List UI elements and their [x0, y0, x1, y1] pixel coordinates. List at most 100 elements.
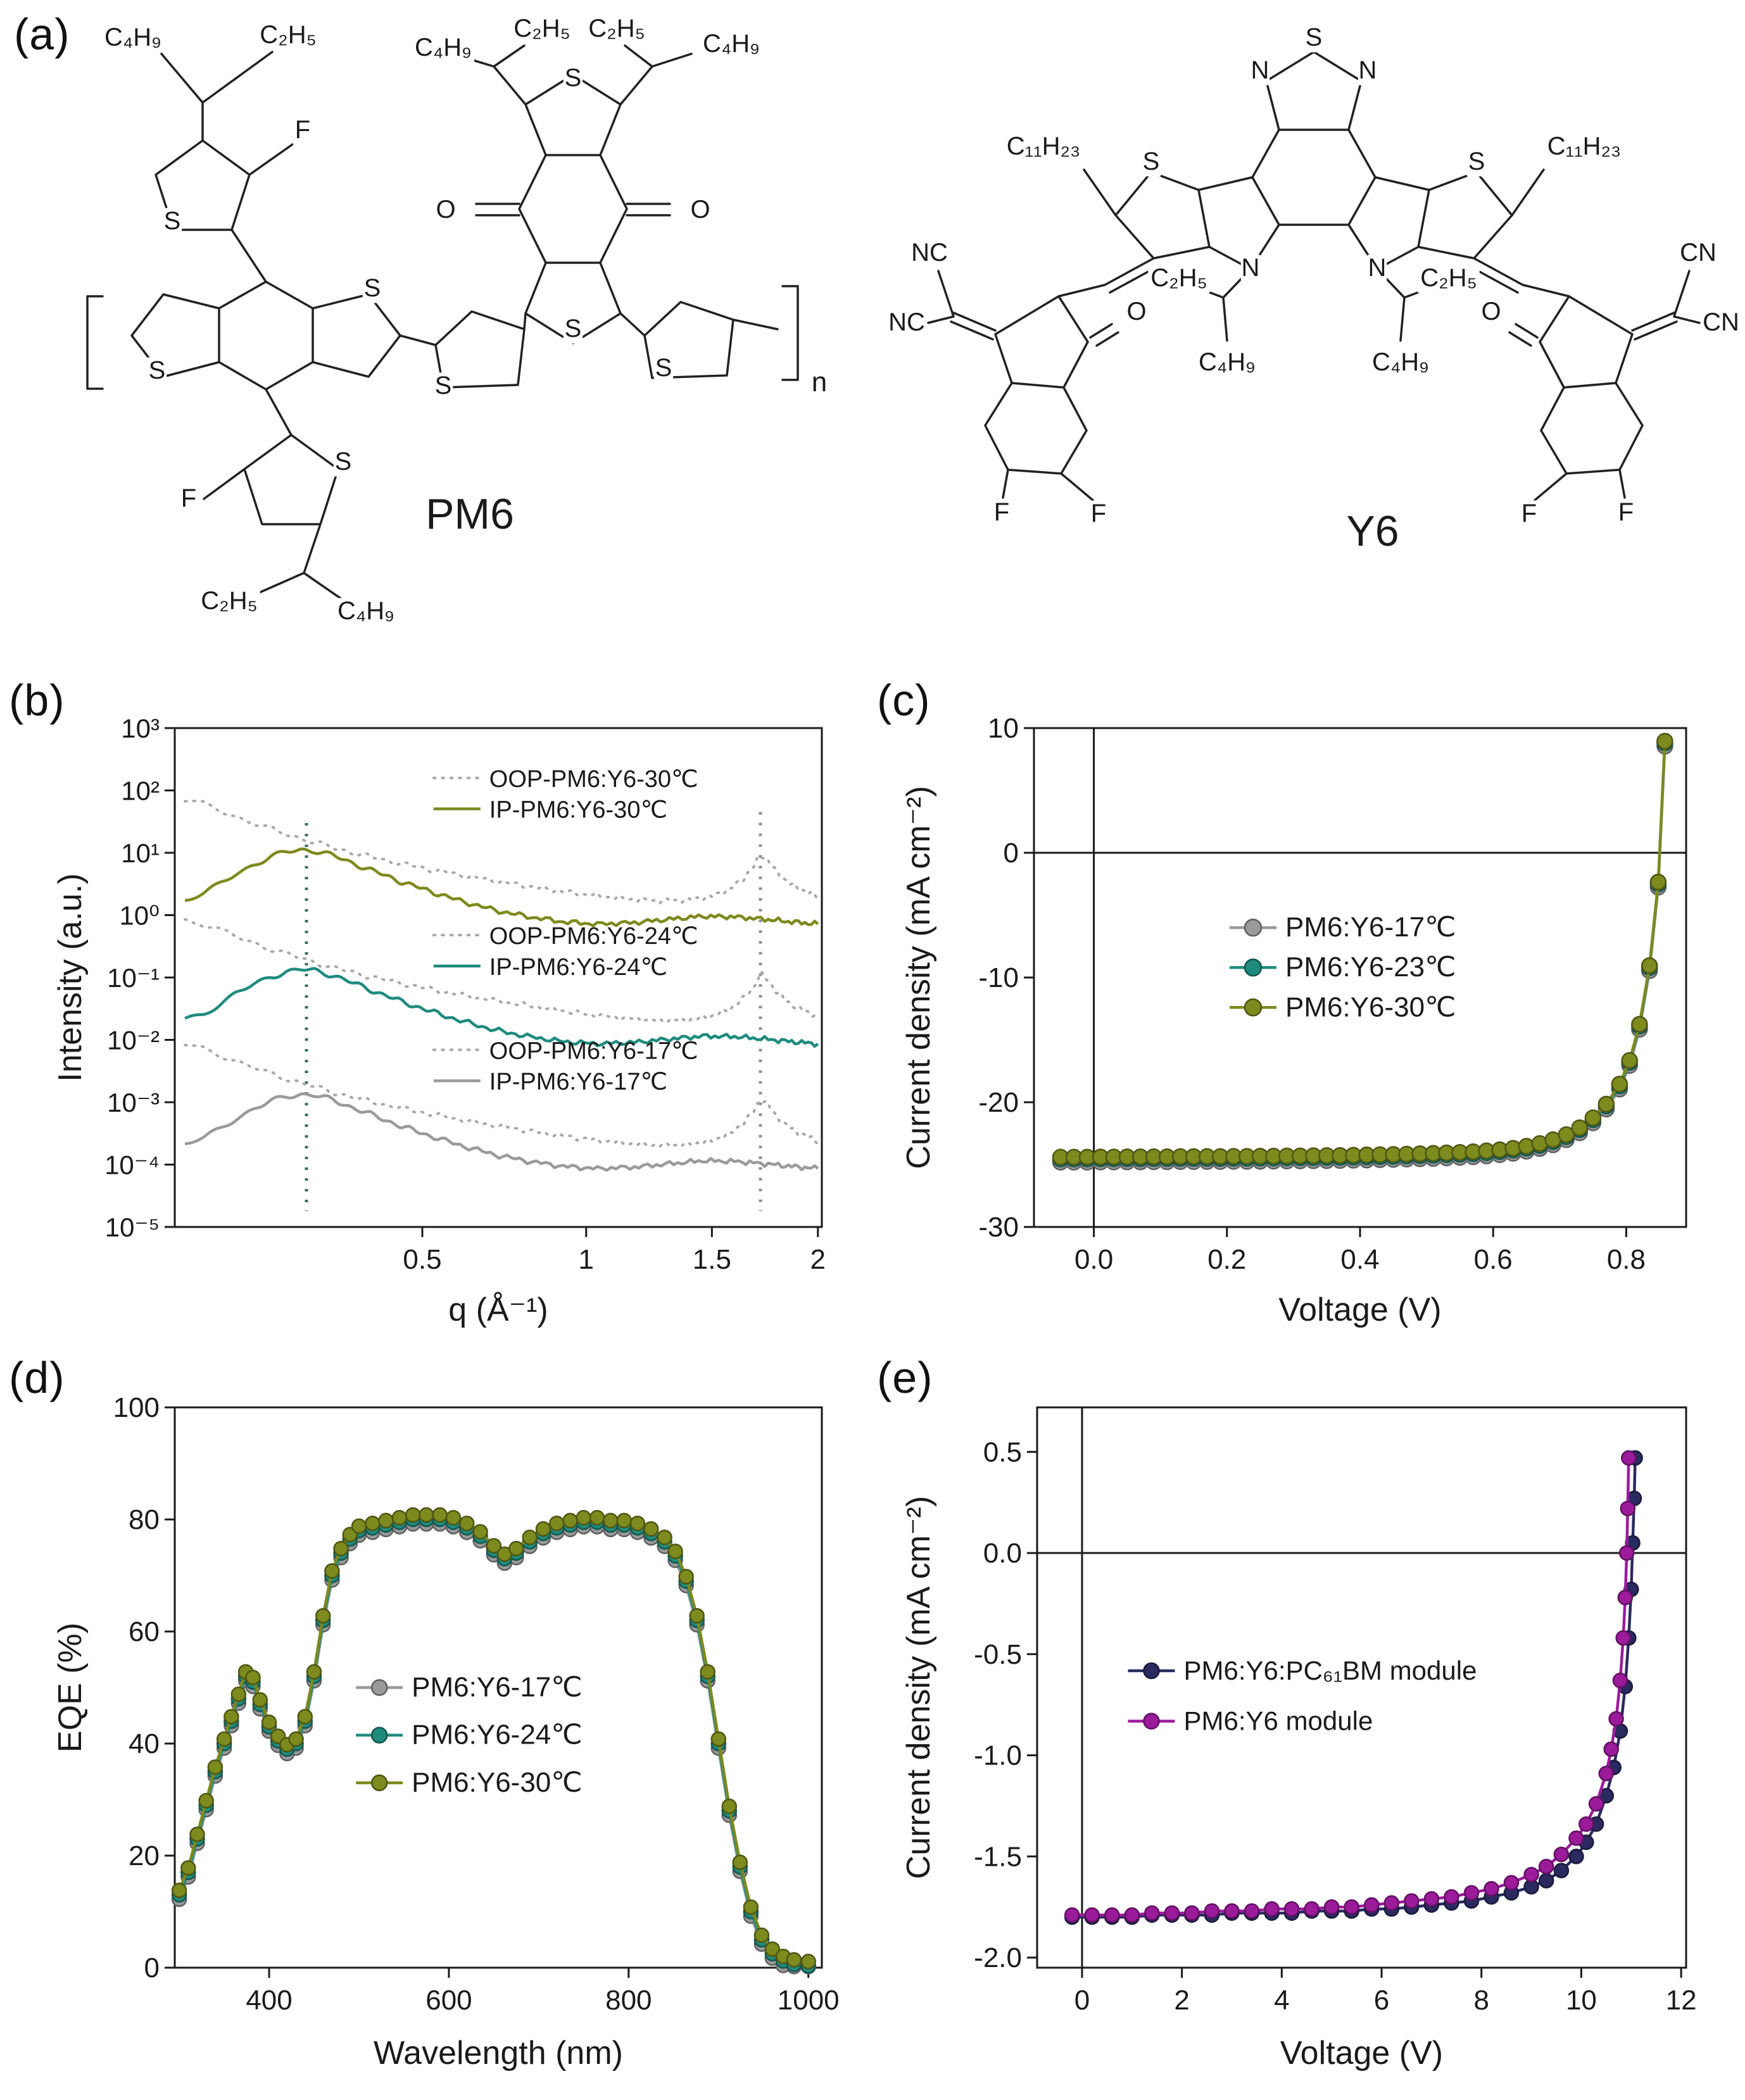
atom-label-bg	[1240, 255, 1261, 283]
data-point-marker	[535, 1521, 551, 1537]
y-axis-label: Current density (mA cm⁻²)	[900, 786, 937, 1169]
data-point-marker	[721, 1798, 738, 1814]
atom-label: NC	[888, 308, 925, 336]
atom-label: C₁₁H₂₃	[1547, 132, 1622, 160]
atom-label-bg	[362, 275, 382, 303]
atom-label: F	[994, 498, 1009, 526]
atom-label-bg	[690, 196, 710, 225]
data-point-marker	[261, 1714, 277, 1730]
legend-label: IP-PM6:Y6-24℃	[489, 954, 667, 981]
data-point-marker	[1224, 1903, 1240, 1919]
data-point-marker	[1503, 1875, 1520, 1891]
y-tick-label: 0.0	[983, 1538, 1022, 1569]
x-tick-label: 10	[1566, 1985, 1597, 2016]
legend-label: OOP-PM6:Y6-17℃	[489, 1038, 698, 1064]
legend-label: PM6:Y6-23℃	[1285, 952, 1456, 983]
data-point-marker	[667, 1544, 683, 1559]
atom-label-bg	[1466, 148, 1487, 177]
data-point-marker	[486, 1538, 502, 1554]
series-line	[184, 847, 819, 927]
data-point-marker	[1617, 1590, 1634, 1606]
data-point-marker	[315, 1607, 331, 1624]
data-point-marker	[224, 1709, 239, 1725]
legend-marker	[1244, 998, 1263, 1017]
data-point-marker	[171, 1882, 187, 1899]
atom-label: C₂H₅	[201, 587, 257, 615]
atom-label: O	[690, 196, 710, 223]
panel-label-a: (a)	[14, 9, 70, 59]
legend-label: PM6:Y6-17℃	[1285, 912, 1456, 943]
data-point-marker	[198, 1793, 214, 1809]
data-point-marker	[689, 1607, 705, 1624]
atom-label-bg	[293, 116, 313, 145]
data-point-marker	[1608, 1711, 1624, 1727]
y-axis-label: Intensity (a.u.)	[52, 873, 89, 1081]
data-point-marker	[216, 1731, 232, 1747]
data-point-marker	[432, 1507, 448, 1523]
data-point-marker	[576, 1510, 592, 1526]
data-point-marker	[1144, 1905, 1160, 1921]
data-point-marker	[1612, 1673, 1628, 1688]
atom-label-bg	[333, 448, 353, 477]
data-point-marker	[1184, 1905, 1200, 1921]
data-point-marker	[786, 1952, 802, 1968]
x-tick-label: 6	[1374, 1985, 1389, 2016]
atom-label: S	[435, 372, 452, 399]
atom-label-bg	[653, 355, 674, 383]
atom-label-bg	[700, 30, 762, 59]
y-axis-label: EQE (%)	[52, 1623, 89, 1752]
x-tick-label: 1	[579, 1244, 594, 1275]
legend-label: IP-PM6:Y6-30℃	[489, 797, 667, 824]
x-tick-label: 800	[605, 1985, 652, 2016]
x-tick-label: 1000	[778, 1985, 840, 2016]
atom-label: S	[565, 64, 582, 92]
x-tick-label: 12	[1666, 1985, 1697, 2016]
data-point-marker	[1423, 1891, 1440, 1907]
data-point-marker	[472, 1524, 488, 1540]
atom-label: C₄H₉	[415, 34, 472, 61]
atom-label: NC	[911, 239, 948, 267]
data-point-marker	[445, 1510, 462, 1526]
data-point-marker	[1283, 1901, 1300, 1917]
data-point-marker	[1518, 1138, 1535, 1155]
atom-label-bg	[1704, 309, 1738, 337]
y-tick-label: 40	[129, 1728, 160, 1759]
data-point-marker	[1631, 1015, 1648, 1033]
x-tick-label: 0.8	[1607, 1244, 1646, 1275]
atom-label: O	[1126, 298, 1146, 325]
data-point-marker	[508, 1540, 524, 1557]
data-point-marker	[1538, 1859, 1554, 1875]
atom-label-bg	[1088, 500, 1109, 529]
data-point-marker	[1523, 1866, 1539, 1883]
y-tick-label: 10⁻⁵	[105, 1212, 160, 1242]
atom-label: N	[1359, 56, 1377, 84]
atom-label: F	[181, 484, 196, 512]
atom-label: C₄H₉	[1199, 348, 1256, 376]
data-point-marker	[1641, 957, 1658, 974]
y-tick-label: 10⁰	[119, 901, 160, 931]
y-tick-label: 0.5	[983, 1437, 1022, 1468]
data-point-marker	[1603, 1741, 1619, 1757]
data-point-marker	[1444, 1889, 1459, 1905]
data-point-marker	[419, 1507, 434, 1523]
data-point-marker	[1553, 1846, 1570, 1863]
atom-label-bg	[1681, 239, 1715, 268]
legend-marker	[1244, 958, 1263, 977]
atom-label-bg	[412, 34, 474, 63]
data-point-marker	[189, 1826, 205, 1842]
atom-label-bg	[179, 485, 199, 513]
atom-label: C₂H₅	[1420, 264, 1477, 292]
data-point-marker	[207, 1759, 224, 1775]
data-point-marker	[1649, 874, 1667, 891]
atom-label-bg	[890, 309, 924, 337]
data-point-marker	[1568, 1849, 1584, 1864]
data-point-marker	[324, 1563, 340, 1579]
x-tick-label: 1.5	[693, 1244, 731, 1275]
pm6-bonds	[86, 44, 799, 603]
atom-label-bg	[1367, 255, 1387, 283]
data-point-marker	[1264, 1901, 1280, 1917]
x-tick-label: 0.6	[1474, 1244, 1513, 1275]
x-tick-label: 600	[425, 1985, 472, 2016]
data-point-marker	[1304, 1901, 1320, 1917]
